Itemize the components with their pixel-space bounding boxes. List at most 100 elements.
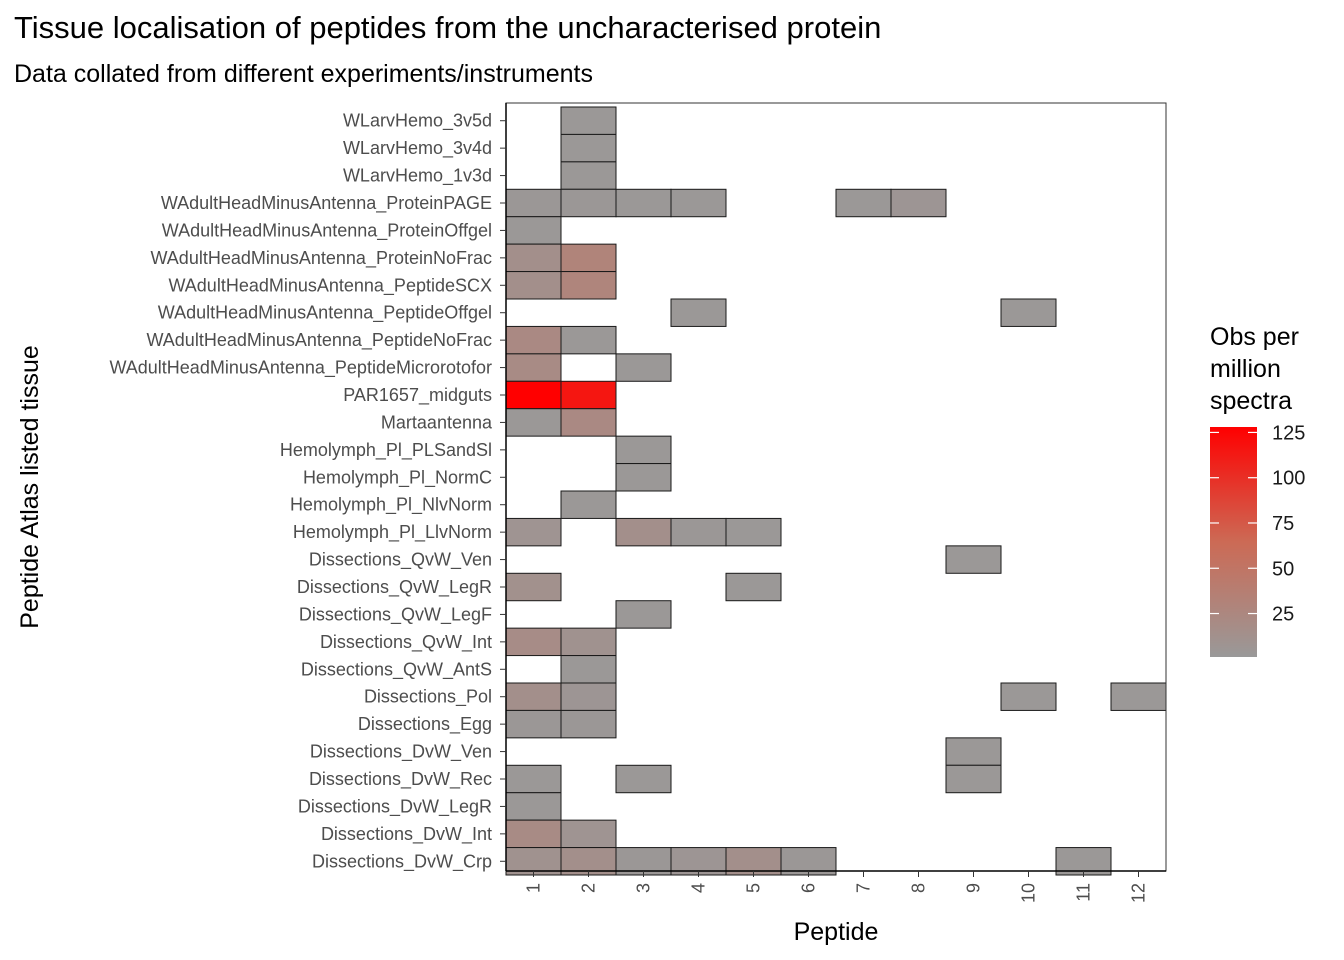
heatmap-cell [615, 764, 672, 794]
y-tick-label: PAR1657_midguts [343, 385, 492, 406]
heatmap-cell [890, 188, 947, 218]
heatmap-cell [505, 764, 562, 794]
x-axis-ticks: 1 2 3 4 5 6 7 8 9 10 11 12 [524, 871, 1149, 903]
y-tick-label: Hemolymph_Pl_PLSandSl [280, 440, 492, 461]
y-tick-label: WAdultHeadMinusAntenna_PeptideMicrorotof… [109, 358, 492, 379]
x-tick-label: 5 [744, 883, 764, 893]
y-tick-label: Dissections_QvW_Ven [309, 550, 492, 571]
legend-colorbar [1210, 427, 1257, 657]
chart-subtitle: Data collated from different experiments… [14, 60, 593, 88]
y-tick-label: Dissections_QvW_LegR [297, 577, 492, 598]
heatmap-cell [670, 517, 727, 547]
heatmap-cell [560, 161, 617, 190]
y-tick-label: WAdultHeadMinusAntenna_ProteinOffgel [162, 220, 492, 241]
y-tick-label: Dissections_DvW_Int [321, 824, 492, 845]
heatmap-cell [560, 819, 617, 849]
x-axis-title: Peptide [794, 918, 879, 946]
legend-title-line-1: Obs per [1210, 323, 1299, 351]
x-tick-label: 10 [1019, 883, 1039, 903]
heatmap-cell [835, 188, 892, 218]
legend-title-line-3: spectra [1210, 387, 1292, 415]
y-tick-label: Dissections_DvW_LegR [298, 796, 492, 817]
y-tick-label: WAdultHeadMinusAntenna_PeptideSCX [168, 275, 492, 296]
x-tick-label: 12 [1129, 883, 1149, 903]
y-tick-label: Hemolymph_Pl_LlvNorm [293, 522, 492, 543]
x-tick-label: 7 [854, 883, 874, 893]
x-tick-label: 11 [1074, 883, 1094, 902]
y-tick-label: WAdultHeadMinusAntenna_PeptideNoFrac [146, 330, 492, 351]
heatmap-cell [725, 572, 782, 602]
x-tick-label: 2 [579, 883, 599, 893]
heatmap-cell [505, 408, 562, 437]
heatmap-cell [560, 709, 617, 739]
heatmap-cell [505, 572, 562, 602]
heatmap-cell [505, 353, 562, 382]
heatmap-cell [505, 243, 562, 273]
heatmap-cell [1000, 298, 1057, 327]
heatmap-cell [560, 188, 617, 218]
y-tick-label: Dissections_QvW_AntS [301, 659, 492, 680]
y-tick-label: Dissections_DvW_Ven [310, 742, 492, 763]
legend-tick-label: 100 [1272, 468, 1305, 490]
legend-title-line-2: million [1210, 355, 1281, 383]
heatmap-cell [505, 271, 562, 300]
heatmap-cell [560, 408, 617, 437]
heatmap-cell [560, 490, 617, 519]
y-tick-label: Martaantenna [381, 412, 493, 432]
y-axis-title: Peptide Atlas listed tissue [16, 345, 44, 629]
legend-tick-label: 125 [1272, 422, 1305, 444]
y-tick-label: Dissections_QvW_Int [320, 632, 492, 653]
x-tick-label: 6 [799, 883, 819, 893]
y-tick-label: WLarvHemo_1v3d [343, 166, 492, 187]
heatmap-cell [670, 188, 727, 218]
heatmap-cell [725, 517, 782, 547]
y-tick-label: Dissections_DvW_Rec [309, 769, 492, 790]
y-tick-label: Hemolymph_Pl_NormC [303, 467, 492, 488]
heatmap-cell [615, 188, 672, 218]
legend-tick-label: 75 [1272, 513, 1294, 535]
chart-title: Tissue localisation of peptides from the… [14, 10, 882, 45]
heatmap-cell [505, 216, 562, 245]
y-tick-label: WLarvHemo_3v5d [343, 111, 492, 132]
y-tick-label: Dissections_Egg [358, 714, 492, 735]
heatmap-cell [615, 517, 672, 547]
x-tick-label: 8 [909, 883, 929, 893]
heatmap-cell [505, 819, 562, 849]
legend-tick-label: 50 [1272, 558, 1294, 580]
y-tick-label: WAdultHeadMinusAntenna_PeptideOffgel [158, 303, 492, 324]
y-tick-label: Hemolymph_Pl_NlvNorm [290, 495, 492, 516]
heatmap-cell [615, 463, 672, 492]
heatmap-cell [945, 545, 1002, 574]
heatmap-cell [505, 682, 562, 711]
heatmap-cell [505, 188, 562, 218]
heatmap-cell [505, 709, 562, 739]
heatmap-cell [505, 627, 562, 657]
heatmap-cell [505, 517, 562, 547]
heatmap-cell [560, 133, 617, 163]
heatmap-cell [560, 627, 617, 657]
y-tick-label: WAdultHeadMinusAntenna_ProteinNoFrac [150, 248, 492, 269]
heatmap-cells [505, 106, 1167, 876]
heatmap-cell [1000, 682, 1057, 711]
y-axis-ticks: WLarvHemo_3v5d WLarvHemo_3v4d WLarvHemo_1v… [109, 111, 506, 872]
heatmap-cell [560, 106, 617, 135]
heatmap-cell [945, 764, 1002, 794]
heatmap-cell [615, 600, 672, 629]
heatmap-cell [560, 655, 617, 684]
heatmap-cell [560, 243, 617, 273]
heatmap-cell [505, 792, 562, 821]
heatmap-cell [560, 325, 617, 355]
x-tick-label: 9 [964, 883, 984, 893]
legend-tick-label: 25 [1272, 604, 1294, 626]
heatmap-cell [615, 435, 672, 465]
y-tick-label: WAdultHeadMinusAntenna_ProteinPAGE [161, 193, 492, 214]
x-tick-label: 4 [689, 883, 709, 893]
x-tick-label: 3 [634, 883, 654, 893]
color-legend: Obs per million spectra 25 50 75 100 125 [1210, 323, 1305, 657]
heatmap-cell [560, 271, 617, 300]
heatmap-cell [945, 737, 1002, 766]
x-tick-label: 1 [524, 883, 544, 893]
y-tick-label: Dissections_DvW_Crp [312, 851, 492, 872]
heatmap-cell [505, 325, 562, 355]
